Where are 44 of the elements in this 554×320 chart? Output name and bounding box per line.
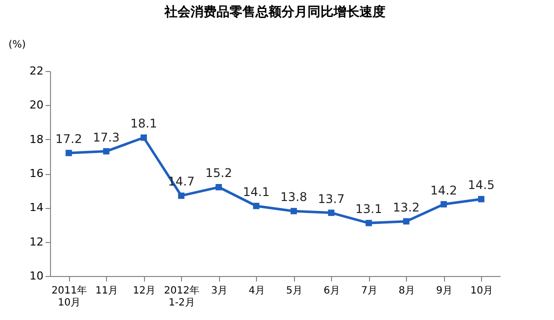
x-tick-label: 9月 xyxy=(436,286,452,296)
data-label: 17.2 xyxy=(55,132,82,146)
point xyxy=(253,202,260,210)
data-label: 15.2 xyxy=(205,166,232,180)
x-tick-label: 2011年 10月 xyxy=(52,284,87,308)
y-tick-label: 18 xyxy=(30,132,44,146)
y-axis-title: (%) xyxy=(8,40,26,50)
point xyxy=(403,218,410,224)
x-tick-label: 10月 xyxy=(470,286,494,296)
y-tick-label: 22 xyxy=(30,64,44,78)
data-label: 18.1 xyxy=(130,116,158,131)
point xyxy=(66,150,72,156)
data-label: 13.1 xyxy=(355,202,382,216)
y-tick-label: 16 xyxy=(30,167,44,180)
data-label: 13.7 xyxy=(318,192,345,206)
x-tick-label: 5月 xyxy=(286,286,302,296)
point xyxy=(216,184,222,190)
x-tick-label: 12月 xyxy=(132,286,156,296)
y-tick-label: 20 xyxy=(30,98,44,112)
point xyxy=(178,192,184,199)
point xyxy=(328,210,334,216)
point xyxy=(103,148,110,154)
chart-title: 社会消费品零售总额分月同比增长速度 xyxy=(164,4,386,20)
x-tick-label: 4月 xyxy=(248,286,265,296)
x-tick-label: 6月 xyxy=(324,286,340,296)
point xyxy=(440,201,447,208)
x-tick-label: 7月 xyxy=(361,286,378,296)
y-tick-label: 12 xyxy=(30,235,44,248)
point xyxy=(290,208,297,214)
point xyxy=(366,220,372,226)
data-label: 17.3 xyxy=(92,130,120,144)
data-label: 14.2 xyxy=(430,183,458,198)
point xyxy=(140,134,147,141)
point xyxy=(478,196,484,202)
y-tick-label: 10 xyxy=(30,270,44,282)
x-tick-label: 11月 xyxy=(95,286,118,296)
data-label: 14.5 xyxy=(468,178,495,192)
y-tick-label: 14 xyxy=(30,201,44,214)
x-tick-label: 2012年 1-2月 xyxy=(164,284,200,308)
data-label: 13.2 xyxy=(392,200,420,214)
data-label: 13.8 xyxy=(280,190,308,204)
x-tick-label: 8月 xyxy=(398,286,415,296)
data-label: 14.1 xyxy=(242,184,270,199)
x-tick-label: 3月 xyxy=(211,286,228,296)
